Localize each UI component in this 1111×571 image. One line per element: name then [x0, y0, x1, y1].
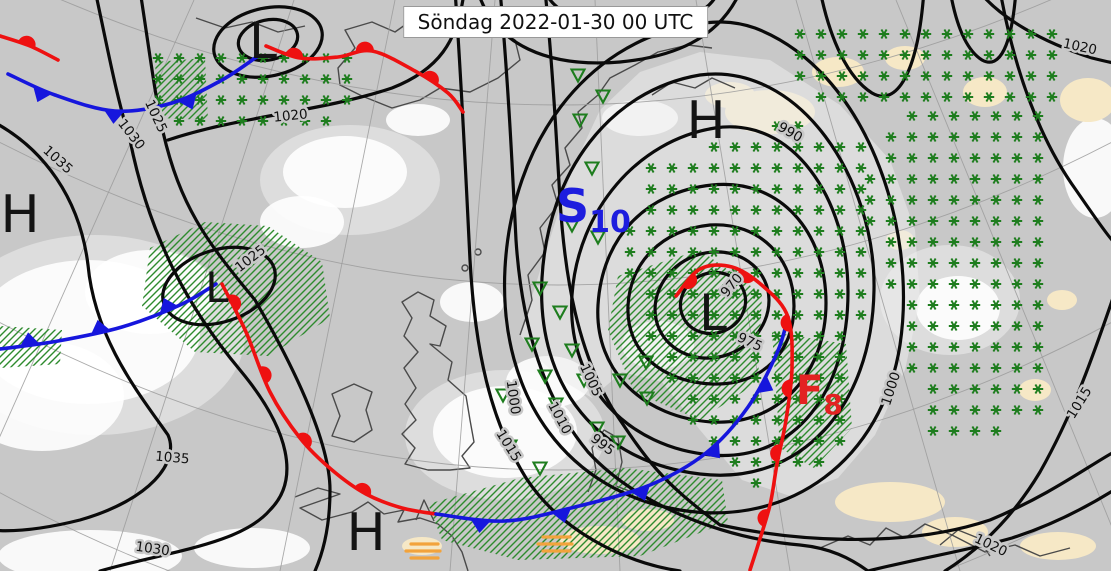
pressure-center-l: L	[699, 284, 727, 342]
isobar	[0, 123, 173, 533]
cold-front-triangle	[19, 332, 40, 347]
isobar-ring	[540, 72, 876, 477]
coastline-kola	[651, 77, 736, 96]
isobar	[950, 0, 1017, 64]
front-layer	[0, 34, 794, 571]
warm-front-semicircle	[770, 444, 782, 463]
isobar	[499, 0, 870, 571]
coastline-peninsula	[939, 529, 991, 557]
graticule-line	[0, 0, 195, 438]
isobar	[95, 0, 289, 571]
isobar	[984, 0, 1111, 65]
precip-hatch-area	[608, 250, 762, 420]
coastline-baltic	[819, 523, 1071, 557]
wind-label-s10: S10	[556, 179, 631, 240]
pressure-center-l: L	[249, 12, 277, 70]
warm-front-biscay	[220, 282, 438, 516]
cold-front-triangle	[90, 319, 111, 335]
isobar-label: 1035	[155, 449, 191, 468]
isobar	[454, 0, 682, 571]
map-title: Söndag 2022-01-30 00 UTC	[402, 6, 709, 38]
coastline-shetland	[461, 264, 469, 272]
pressure-center-h: H	[0, 185, 39, 245]
isobar	[544, 0, 1111, 542]
pressure-center-l: L	[205, 263, 229, 312]
cold-front-triangle	[104, 110, 125, 124]
warm-front-semicircle	[18, 35, 36, 48]
isobar-ring	[212, 5, 324, 79]
warm-front-semicircle	[780, 313, 792, 332]
warm-front-semicircle	[354, 482, 372, 497]
pressure-center-h: H	[686, 91, 725, 151]
cold-front-triangle	[551, 507, 572, 523]
isobar-ring	[678, 270, 748, 336]
cold-front	[434, 315, 790, 534]
land-great-britain	[401, 291, 475, 471]
isobar-ring	[236, 17, 300, 63]
warm-front-semicircle	[297, 432, 312, 449]
cold-front-greenland	[6, 54, 260, 114]
warm-front-semicircle	[285, 47, 303, 59]
fog-symbol	[536, 535, 574, 553]
isobar	[166, 0, 465, 142]
cold-front-triangle	[631, 485, 650, 501]
warm-front-semicircle	[781, 379, 792, 398]
cold-front-triangle	[703, 441, 721, 459]
warm-front-semicircle	[738, 269, 755, 284]
isobar	[866, 489, 1111, 571]
warm-front-semicircle	[355, 41, 374, 51]
warm-front-semicircle	[682, 273, 698, 289]
cold-front-triangle	[757, 375, 774, 394]
cold-front-channel	[434, 315, 790, 523]
wind-label-f8: F8	[796, 368, 843, 421]
fog-symbol	[404, 542, 442, 560]
warm-front	[0, 34, 60, 62]
warm-front	[264, 41, 465, 114]
precip-hatch-area	[428, 468, 728, 560]
cold-front-triangle	[470, 519, 491, 534]
coastline-norway	[519, 44, 713, 336]
warm-front	[220, 282, 438, 516]
cold-front-triangle	[159, 297, 179, 314]
warm-front	[674, 263, 794, 571]
precip-hatch-area	[155, 58, 208, 120]
warm-front-semicircle	[227, 294, 242, 312]
fog-symbol-layer	[404, 535, 574, 560]
cold-front-triangle	[178, 93, 197, 110]
cold-front-triangle	[33, 86, 52, 103]
isobar	[139, 0, 332, 571]
warm-front-semicircle	[757, 509, 770, 527]
cold-front-atlantic	[0, 282, 218, 351]
precip-hatch-area	[0, 326, 62, 368]
coastline-greenland	[195, 17, 306, 33]
land-ireland	[331, 383, 373, 443]
warm-front-semicircle	[422, 70, 439, 85]
isobar	[820, 0, 925, 98]
warm-front-semicircle	[259, 366, 272, 384]
cold-front	[0, 282, 218, 351]
isobar-ring	[653, 250, 771, 360]
isobar	[1000, 0, 1111, 242]
precip-hatch-layer	[0, 58, 852, 560]
cold-front	[6, 54, 260, 124]
pressure-center-h: H	[346, 503, 385, 563]
isobar-ring	[626, 223, 796, 386]
